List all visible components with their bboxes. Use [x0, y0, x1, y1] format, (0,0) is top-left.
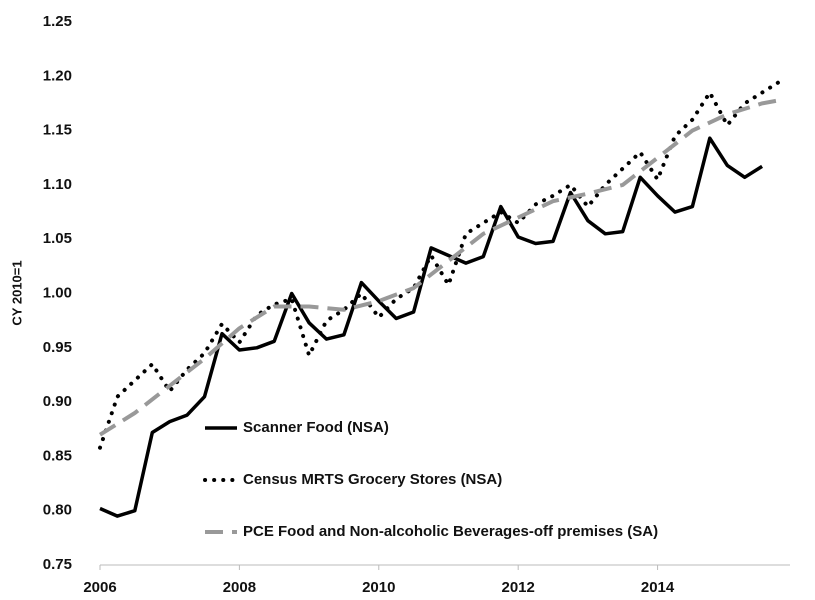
y-tick-label: 0.85 — [43, 447, 72, 464]
y-tick-label: 0.75 — [43, 556, 72, 573]
legend-label: PCE Food and Non-alcoholic Beverages-off… — [243, 523, 658, 540]
x-tick-label: 2008 — [223, 579, 256, 596]
y-tick-label: 1.00 — [43, 284, 72, 301]
x-tick-label: 2012 — [501, 579, 534, 596]
y-axis-label: CY 2010=1 — [9, 260, 24, 325]
y-tick-label: 1.20 — [43, 67, 72, 84]
x-tick-label: 2006 — [83, 579, 116, 596]
series-line — [99, 136, 764, 518]
series-line — [98, 98, 780, 437]
x-tick-label: 2014 — [641, 579, 675, 596]
series-line — [98, 79, 782, 450]
x-tick-label: 2010 — [362, 579, 395, 596]
y-tick-label: 0.95 — [43, 339, 72, 356]
y-tick-label: 0.80 — [43, 502, 72, 519]
y-tick-label: 1.10 — [43, 176, 72, 193]
legend-label: Census MRTS Grocery Stores (NSA) — [243, 471, 502, 488]
y-tick-label: 1.25 — [43, 13, 72, 30]
y-tick-label: 1.15 — [43, 122, 72, 139]
y-tick-label: 1.05 — [43, 230, 72, 247]
y-tick-label: 0.90 — [43, 393, 72, 410]
legend-label: Scanner Food (NSA) — [243, 419, 389, 436]
